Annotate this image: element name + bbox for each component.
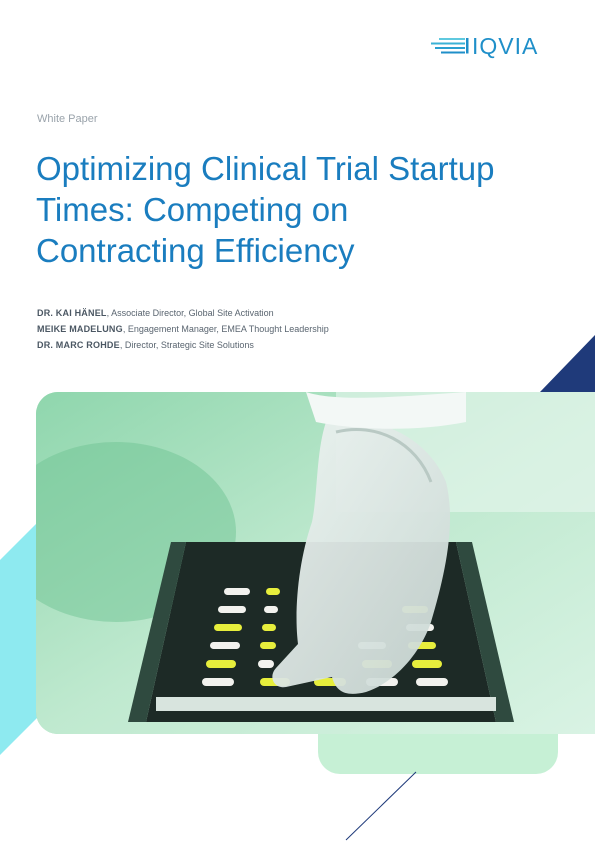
- author-role: , Engagement Manager, EMEA Thought Leade…: [122, 324, 329, 334]
- author-name: MEIKE MADELUNG: [37, 324, 123, 334]
- author-role: , Director, Strategic Site Solutions: [119, 340, 254, 350]
- author-name: DR. KAI HÄNEL: [37, 308, 107, 318]
- document-type-label: White Paper: [37, 113, 98, 125]
- document-title: Optimizing Clinical Trial Startup Times:…: [36, 150, 495, 269]
- diagonal-line-decoration: [345, 771, 417, 841]
- logo-wordmark: IQVIA: [472, 33, 539, 59]
- author-line: MEIKE MADELUNG, Engagement Manager, EMEA…: [37, 321, 457, 337]
- author-list: DR. KAI HÄNEL, Associate Director, Globa…: [37, 305, 457, 353]
- author-role: , Associate Director, Global Site Activa…: [106, 308, 274, 318]
- author-name: DR. MARC ROHDE: [37, 340, 120, 350]
- navy-triangle-decoration: [540, 335, 595, 392]
- author-line: DR. KAI HÄNEL, Associate Director, Globa…: [37, 305, 457, 321]
- logo-lines-icon: [431, 38, 469, 54]
- cover-photo: [36, 392, 595, 734]
- cover-photo-illustration: [36, 392, 595, 734]
- iqvia-logo: IQVIA: [431, 33, 561, 59]
- author-line: DR. MARC ROHDE, Director, Strategic Site…: [37, 337, 457, 353]
